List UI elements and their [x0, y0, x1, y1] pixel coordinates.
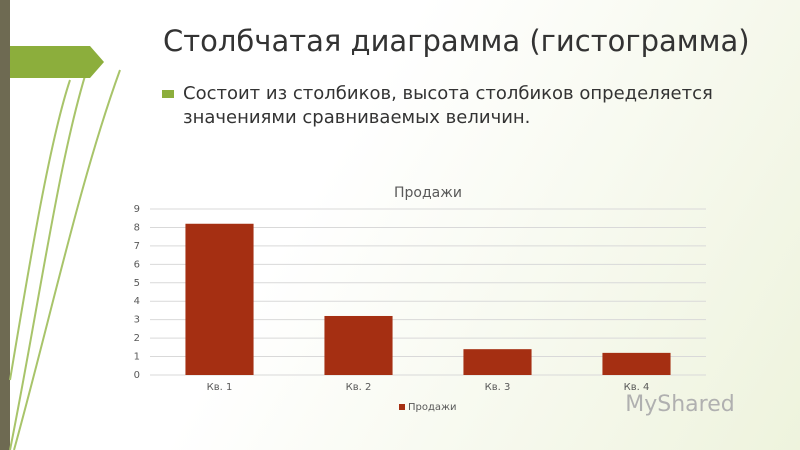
y-tick-label: 4: [134, 296, 140, 307]
y-tick-label: 1: [134, 352, 140, 363]
x-tick-label: Кв. 1: [207, 382, 233, 393]
bar: [602, 352, 671, 375]
bar: [185, 223, 254, 375]
x-tick-label: Кв. 4: [624, 382, 650, 393]
watermark: MyShared: [625, 392, 734, 417]
x-tick-label: Кв. 2: [346, 382, 372, 393]
y-tick-label: 9: [134, 204, 140, 215]
y-tick-label: 7: [134, 241, 140, 252]
chart-title: Продажи: [394, 185, 462, 201]
bullet-text: Состоит из столбиков, высота столбиков о…: [183, 83, 713, 128]
legend-swatch: [399, 404, 405, 410]
y-tick-label: 2: [134, 333, 140, 344]
bar: [463, 349, 532, 375]
side-stripe: [0, 0, 10, 450]
y-tick-label: 0: [134, 370, 140, 381]
x-tick-label: Кв. 3: [485, 382, 511, 393]
bullet-mark: [162, 90, 174, 98]
title-arrow: [10, 46, 104, 78]
y-tick-label: 6: [134, 259, 140, 270]
y-tick-label: 5: [134, 278, 140, 289]
slide-title: Столбчатая диаграмма (гистограмма): [163, 24, 750, 58]
bar: [324, 315, 393, 375]
legend-label: Продажи: [408, 402, 457, 413]
y-tick-label: 8: [134, 222, 140, 233]
y-tick-label: 3: [134, 315, 140, 326]
decoration: [9, 59, 121, 450]
